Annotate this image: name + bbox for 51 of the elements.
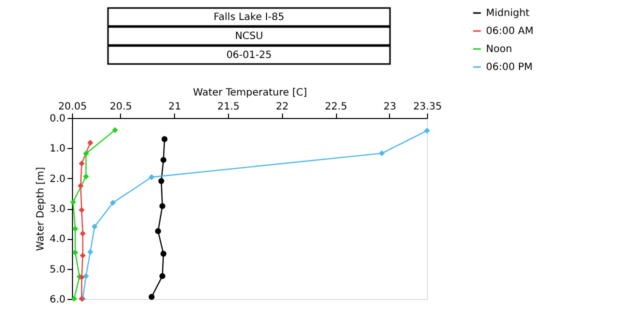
point <box>78 160 85 167</box>
legend-label: 06:00 PM <box>486 62 533 73</box>
point <box>160 156 166 163</box>
point <box>159 203 166 210</box>
y-tick-label: 1.0 <box>50 144 66 155</box>
x-tick-label: 20.05 <box>58 102 87 112</box>
y-tick-label: 3.0 <box>50 204 66 215</box>
y-tick-label: 2.0 <box>50 174 66 185</box>
point <box>70 199 76 206</box>
point <box>80 230 86 236</box>
legend-label: 06:00 AM <box>486 26 534 37</box>
x-tick-label: 22.5 <box>324 102 348 112</box>
point <box>112 127 118 134</box>
y-tick-label: 6.0 <box>50 294 66 306</box>
x-tick-label: 23.35 <box>413 102 442 112</box>
y-tick-label: 0.0 <box>50 114 66 124</box>
point <box>83 273 89 280</box>
y-axis-title: Water Depth [m] <box>36 166 47 251</box>
x-tick-label: 22 <box>276 102 289 112</box>
point <box>155 228 162 234</box>
point <box>80 252 86 259</box>
point <box>72 226 78 232</box>
point <box>158 178 164 184</box>
point <box>160 250 166 257</box>
point <box>92 224 98 230</box>
point <box>72 250 78 256</box>
point <box>110 200 116 206</box>
x-axis-title: Water Temperature [C] <box>192 88 308 98</box>
point <box>87 248 94 255</box>
point <box>148 174 155 180</box>
x-tick-label: 21.5 <box>217 102 240 112</box>
y-tick-label: 5.0 <box>50 264 66 276</box>
legend-label: Noon <box>486 44 512 55</box>
point <box>78 207 85 213</box>
y-tick-label: 4.0 <box>50 234 66 246</box>
point <box>424 128 430 134</box>
point <box>78 274 85 280</box>
text: 06-01-25 <box>226 50 272 61</box>
point <box>159 273 166 280</box>
chart-title: Falls Lake I-85 <box>214 12 284 23</box>
legend-label: Midnight <box>486 8 530 19</box>
point <box>162 136 168 142</box>
x-tick-label: 23 <box>383 102 396 112</box>
x-tick-label: 20.5 <box>110 102 132 112</box>
point <box>378 150 385 156</box>
point <box>148 294 155 300</box>
chart-subtitle: NCSU <box>234 31 264 42</box>
point <box>71 296 78 302</box>
point <box>78 182 84 189</box>
point <box>87 140 94 146</box>
x-tick-label: 21 <box>168 102 182 112</box>
